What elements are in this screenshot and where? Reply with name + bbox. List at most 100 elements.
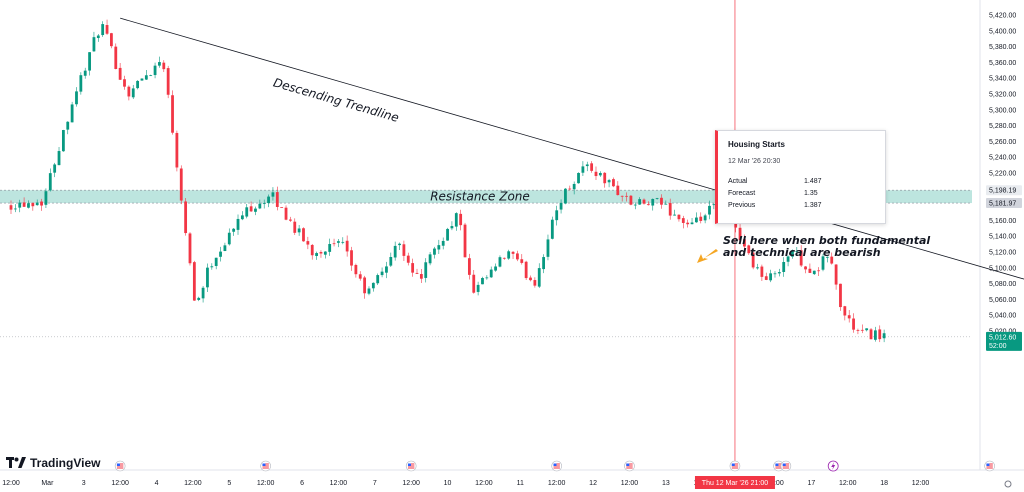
current-price-countdown: 52:00 bbox=[989, 343, 1007, 350]
candle-body bbox=[184, 201, 188, 234]
candle bbox=[40, 198, 43, 211]
candle bbox=[35, 199, 39, 206]
y-tick-label: 5,380.00 bbox=[989, 44, 1016, 51]
candle-body bbox=[786, 256, 790, 262]
candle bbox=[481, 276, 484, 285]
candle bbox=[843, 305, 847, 321]
candle-body bbox=[585, 164, 589, 167]
news-row-label: Forecast bbox=[728, 190, 756, 197]
candle bbox=[358, 271, 362, 281]
candle-body bbox=[869, 329, 873, 340]
candle-body bbox=[550, 219, 554, 239]
candle bbox=[808, 263, 812, 274]
candle-body bbox=[694, 217, 698, 223]
candle bbox=[393, 241, 397, 261]
news-event-card[interactable]: Housing Starts 12 Mar '26 20:30 Actual 1… bbox=[715, 130, 886, 224]
candle-body bbox=[454, 213, 458, 227]
x-tick-label: 12:00 bbox=[2, 480, 20, 487]
candle-body bbox=[302, 228, 305, 242]
candle bbox=[214, 257, 218, 270]
candle-body bbox=[341, 241, 345, 243]
candle bbox=[756, 263, 759, 270]
flag-stripe bbox=[262, 467, 269, 469]
candle-body bbox=[319, 252, 323, 254]
x-tick-label: 12:00 bbox=[548, 480, 566, 487]
candle-body bbox=[646, 204, 650, 206]
candle bbox=[799, 245, 803, 268]
flag-stripe bbox=[116, 467, 124, 469]
candle-body bbox=[127, 86, 131, 97]
candle bbox=[524, 260, 528, 280]
us-flag-icon bbox=[624, 460, 635, 472]
candle-body bbox=[485, 277, 489, 279]
y-tick-label: 5,220.00 bbox=[989, 171, 1016, 178]
candle-body bbox=[638, 199, 642, 205]
candle bbox=[66, 121, 70, 135]
candle bbox=[114, 43, 118, 70]
news-row-value: 1.487 bbox=[804, 178, 822, 185]
candle-body bbox=[507, 251, 511, 259]
candle bbox=[686, 219, 690, 228]
candle-body bbox=[703, 215, 707, 221]
candle bbox=[572, 181, 576, 195]
candle-body bbox=[769, 273, 773, 281]
candle bbox=[402, 240, 406, 262]
candle-body bbox=[92, 37, 96, 52]
candle-body bbox=[245, 207, 249, 217]
candle-body bbox=[385, 266, 388, 273]
candle bbox=[293, 218, 297, 235]
y-tick-label: 5,140.00 bbox=[989, 234, 1016, 241]
candles bbox=[9, 19, 886, 343]
candle bbox=[694, 212, 698, 223]
flag-stripe bbox=[116, 465, 124, 467]
candle bbox=[118, 63, 122, 80]
candle-body bbox=[79, 75, 83, 92]
candle bbox=[48, 168, 52, 192]
flag-canton bbox=[407, 463, 411, 466]
news-row-label: Previous bbox=[728, 202, 756, 209]
flag-stripe bbox=[782, 463, 790, 465]
candle bbox=[747, 244, 751, 255]
us-flag-icon bbox=[114, 460, 126, 472]
candle bbox=[79, 72, 83, 95]
candle-body bbox=[61, 130, 65, 152]
candle-body bbox=[350, 250, 353, 266]
candle-body bbox=[542, 257, 546, 270]
candle bbox=[825, 256, 829, 263]
tradingview-logo[interactable]: TradingView bbox=[6, 456, 100, 470]
candle-body bbox=[158, 62, 161, 66]
candle-body bbox=[188, 233, 192, 264]
candle-body bbox=[843, 306, 847, 316]
candle-body bbox=[214, 257, 218, 266]
candle-body bbox=[75, 91, 78, 105]
candle bbox=[633, 202, 637, 210]
candle-body bbox=[856, 329, 860, 331]
candle bbox=[852, 313, 855, 333]
candle-body bbox=[625, 195, 628, 197]
candle bbox=[319, 250, 323, 258]
candle-body bbox=[865, 328, 869, 331]
candle bbox=[777, 268, 781, 277]
news-row-value: 1.35 bbox=[804, 190, 818, 197]
candle-body bbox=[537, 268, 541, 287]
candle-body bbox=[699, 216, 703, 221]
news-row-label: Actual bbox=[728, 178, 748, 185]
candle bbox=[22, 197, 26, 207]
candle bbox=[646, 201, 650, 206]
candle-body bbox=[446, 228, 449, 241]
candle-body bbox=[406, 255, 410, 263]
candle bbox=[96, 34, 100, 42]
candle-body bbox=[66, 121, 70, 130]
candle bbox=[415, 268, 419, 274]
candle-body bbox=[236, 218, 240, 230]
y-tick-label: 5,240.00 bbox=[989, 155, 1016, 162]
candle-body bbox=[777, 272, 781, 274]
flag-stripe bbox=[553, 463, 560, 465]
flag-stripe bbox=[626, 467, 633, 469]
y-tick-label: 5,120.00 bbox=[989, 250, 1016, 257]
candle-body bbox=[380, 271, 384, 276]
candle bbox=[258, 199, 262, 210]
candle bbox=[284, 205, 288, 221]
zone-low-price-tag: 5,181.97 bbox=[989, 201, 1016, 208]
